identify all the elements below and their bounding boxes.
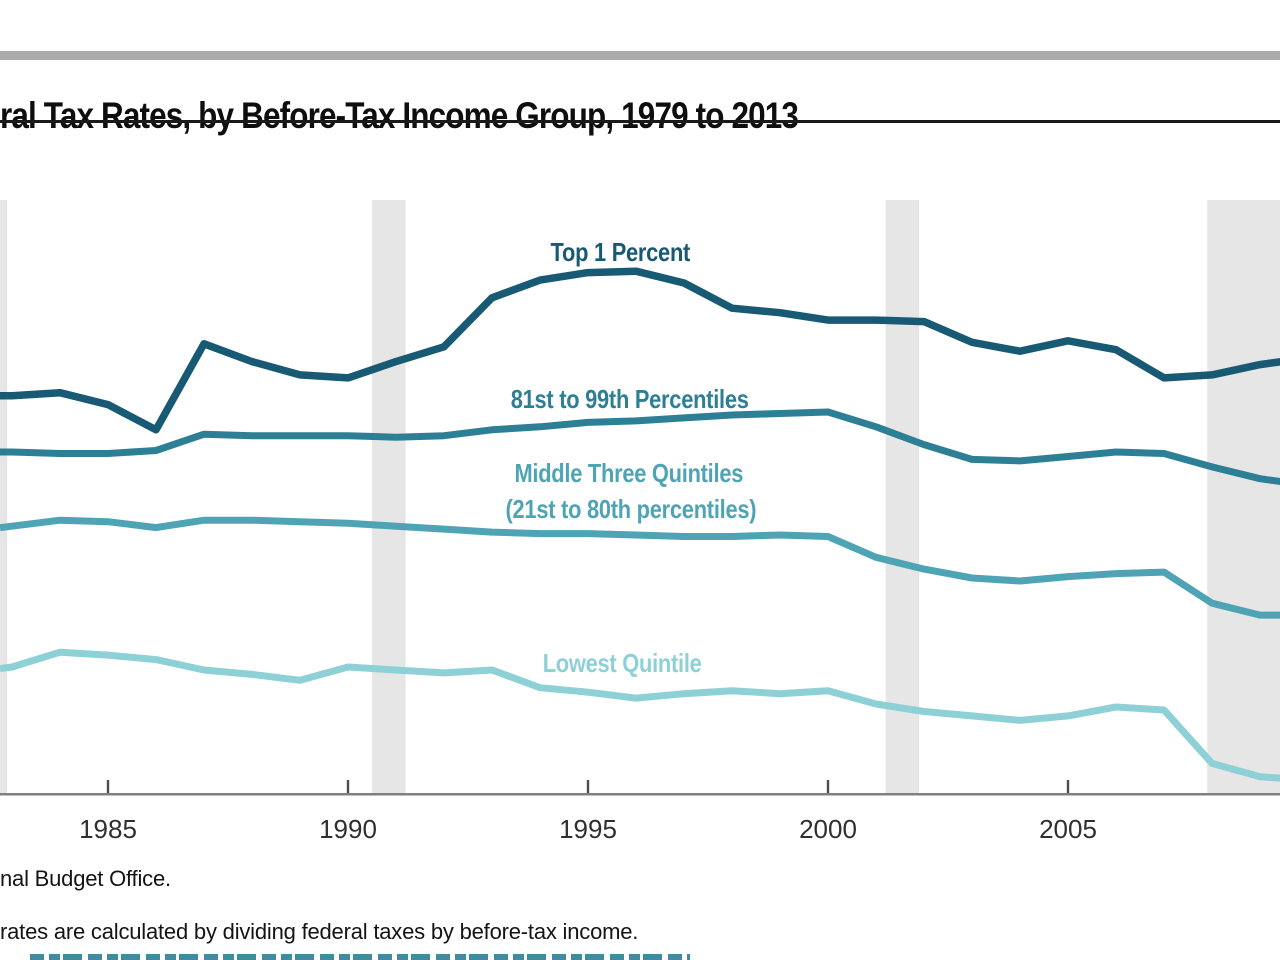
x-tick-label: 2000 <box>799 814 857 844</box>
line-middle-three-quintiles <box>0 516 1280 619</box>
series-label-middle-three-quintiles: Middle Three Quintiles <box>514 458 744 488</box>
x-tick-label: 1985 <box>79 814 137 844</box>
recession-band <box>885 200 920 793</box>
title-underline <box>0 120 1280 123</box>
series-label-81st-99th: 81st to 99th Percentiles <box>510 384 749 414</box>
recession-band <box>372 200 406 793</box>
line-81st-to-99th-percentiles <box>0 408 1280 486</box>
series-label-lowest-quintile: Lowest Quintile <box>542 648 702 678</box>
x-axis-tick <box>1066 780 1070 793</box>
source-note: nal Budget Office. <box>0 866 171 891</box>
recession-band <box>1207 200 1280 793</box>
recession-band <box>0 200 8 793</box>
series-label-top-1-percent: Top 1 Percent <box>550 237 691 267</box>
series-label-middle-three-quintiles-line2: (21st to 80th percentiles) <box>505 494 757 524</box>
x-tick-label: 1990 <box>319 814 377 844</box>
x-tick-label: 1995 <box>559 814 617 844</box>
method-note: rates are calculated by dividing federal… <box>0 919 639 944</box>
line-top-1-percent <box>0 267 1280 434</box>
line-lowest-quintile <box>0 648 1280 782</box>
x-axis-tick <box>106 780 110 793</box>
x-axis-tick <box>826 780 830 793</box>
page-title: ral Tax Rates, by Before-Tax Income Grou… <box>0 94 799 136</box>
x-axis-tick <box>346 780 350 793</box>
clipped-next-section-title-fragment <box>30 954 690 960</box>
top-gray-bar <box>0 51 1280 60</box>
x-tick-label: 2005 <box>1039 814 1097 844</box>
x-axis-tick <box>586 780 590 793</box>
x-axis-line <box>0 793 1280 796</box>
